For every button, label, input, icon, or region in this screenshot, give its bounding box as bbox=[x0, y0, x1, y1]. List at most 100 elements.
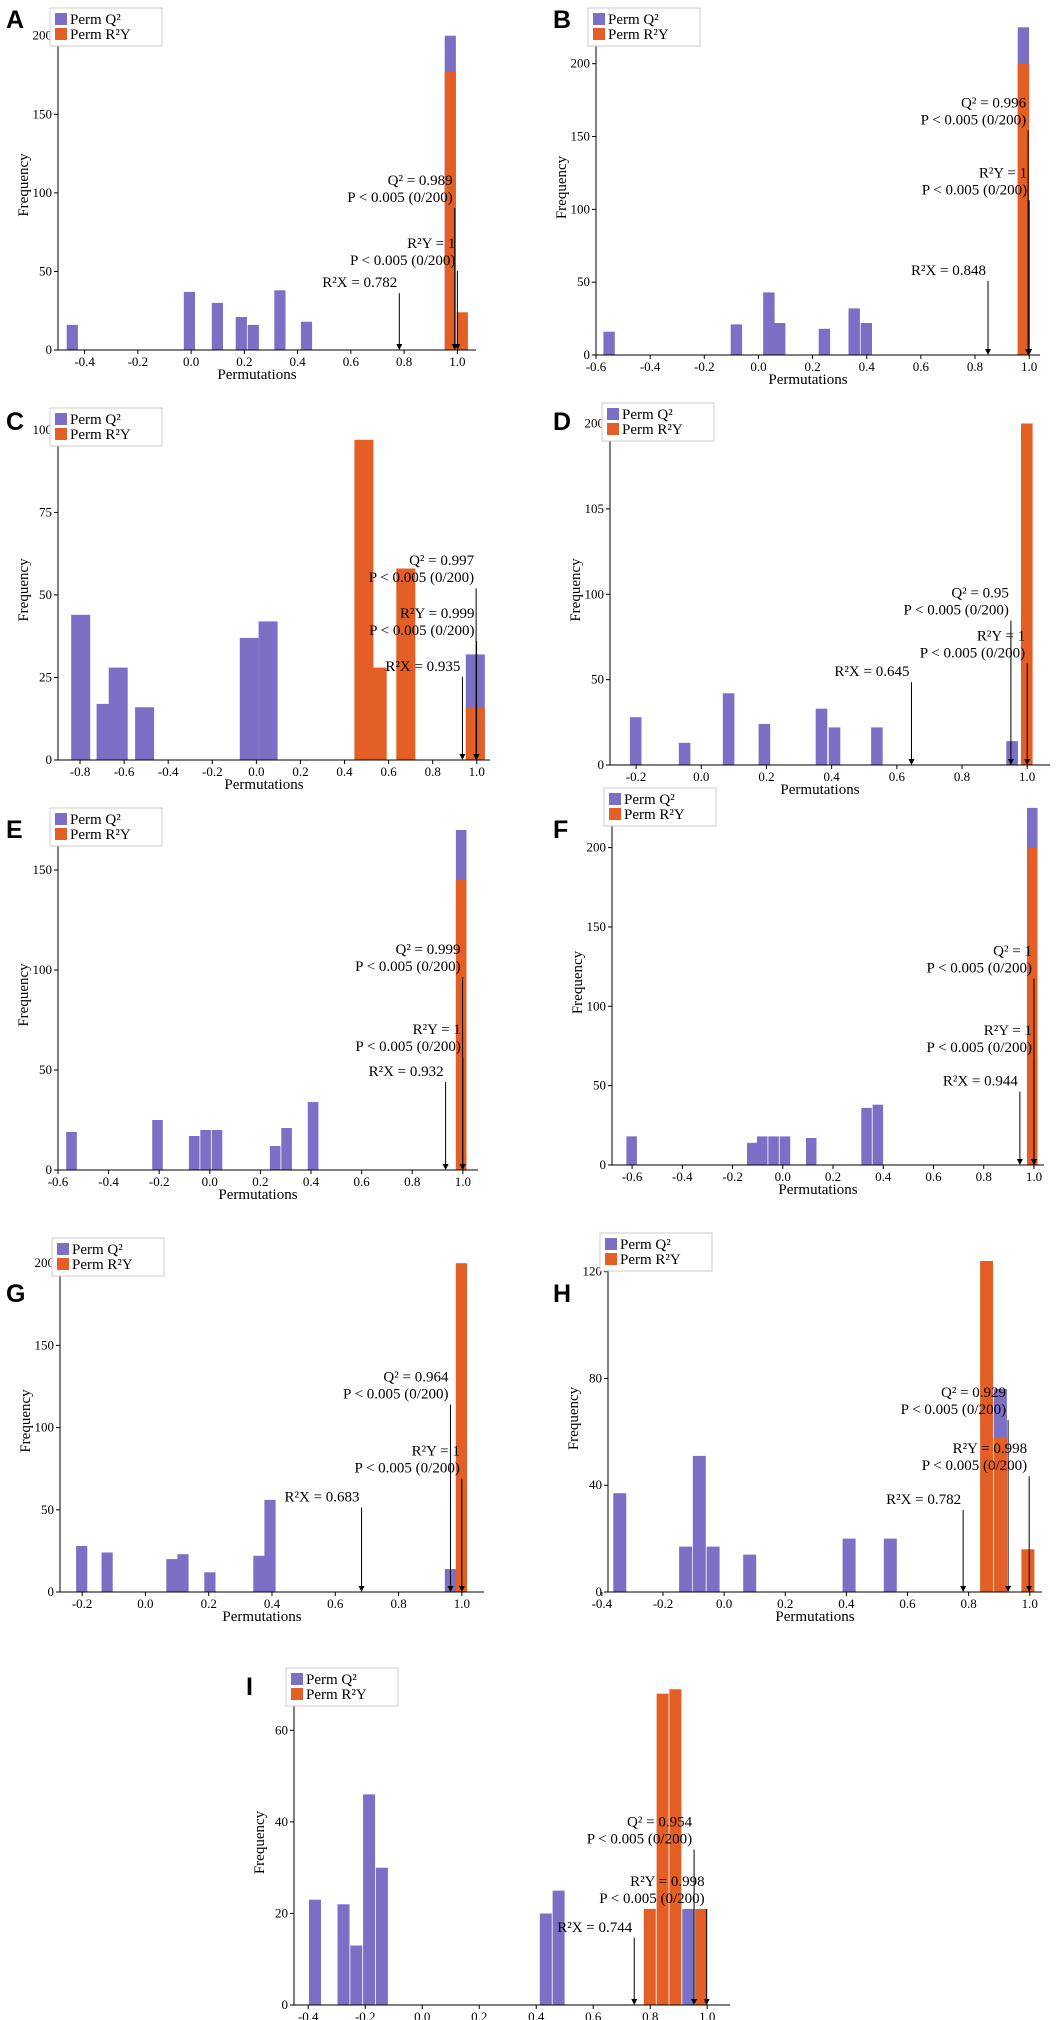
y-tick-label: 100 bbox=[587, 998, 607, 1013]
x-tick-label: 0.4 bbox=[859, 359, 876, 374]
panel-letter: G bbox=[6, 1280, 25, 1308]
series-perm-q2 bbox=[66, 830, 467, 1170]
histogram-bar bbox=[539, 1913, 552, 2005]
series-perm-q2 bbox=[613, 1389, 1007, 1592]
histogram-bar bbox=[763, 292, 775, 355]
legend-box bbox=[599, 1232, 713, 1272]
annotation-text: R²Y = 1 bbox=[412, 1444, 460, 1460]
histogram-bar bbox=[815, 708, 828, 765]
legend-label-q2: Perm Q² bbox=[70, 812, 121, 828]
histogram-bar bbox=[552, 1890, 565, 2005]
histogram-bar bbox=[309, 1899, 321, 2005]
annotation-text: R²Y = 0.998 bbox=[953, 1441, 1028, 1457]
panel-letter: B bbox=[553, 6, 571, 34]
y-tick-label: 50 bbox=[39, 587, 52, 602]
x-axis-title: Permutations bbox=[217, 367, 296, 383]
annotation-text: R²X = 0.744 bbox=[557, 1920, 633, 1936]
histogram-bar bbox=[281, 1128, 292, 1170]
legend-box bbox=[601, 402, 715, 442]
histogram-bar bbox=[71, 614, 91, 760]
legend-box bbox=[587, 7, 701, 47]
series-perm-r2y bbox=[643, 1689, 708, 2005]
histogram-bar bbox=[444, 71, 456, 351]
histogram-bar bbox=[860, 323, 872, 355]
histogram-bar bbox=[177, 1554, 189, 1592]
legend-label-r2y: Perm R²Y bbox=[620, 1252, 681, 1268]
annotation-text: P < 0.005 (0/200) bbox=[921, 112, 1026, 128]
annotation-arrow-head bbox=[1026, 349, 1033, 355]
x-tick-label: -0.2 bbox=[355, 2009, 376, 2020]
histogram-bar bbox=[258, 621, 278, 760]
annotation-text: R²X = 0.782 bbox=[322, 275, 397, 291]
annotation-arrow-head bbox=[691, 1999, 698, 2005]
legend-label-r2y: Perm R²Y bbox=[72, 1257, 133, 1273]
x-tick-label: 0.8 bbox=[961, 1596, 977, 1611]
y-tick-label: 120 bbox=[583, 1264, 603, 1279]
x-tick-label: -0.2 bbox=[128, 354, 149, 369]
legend-box bbox=[603, 787, 717, 827]
x-tick-label: 0.6 bbox=[353, 1174, 370, 1189]
x-tick-label: 1.0 bbox=[1022, 1596, 1038, 1611]
annotation-text: Q² = 0.996 bbox=[961, 95, 1027, 111]
y-tick-label: 200 bbox=[571, 56, 591, 71]
series-perm-q2 bbox=[626, 807, 1038, 1165]
legend-swatch-q2 bbox=[57, 1243, 69, 1255]
histogram-bar bbox=[613, 1493, 627, 1592]
histogram-bar bbox=[706, 1546, 720, 1592]
legend-label-q2: Perm Q² bbox=[70, 12, 121, 28]
panel-i: I-0.4-0.20.00.20.40.60.81.00204060Permut… bbox=[246, 1667, 730, 2020]
x-tick-label: 0.2 bbox=[252, 1174, 268, 1189]
annotation-text: P < 0.005 (0/200) bbox=[347, 190, 452, 206]
annotation-arrow-head bbox=[459, 754, 466, 760]
annotation: R²X = 0.944 bbox=[943, 1074, 1023, 1165]
x-tick-label: -0.4 bbox=[298, 2009, 319, 2020]
annotation-text: R²X = 0.782 bbox=[886, 1492, 961, 1508]
legend-swatch-q2 bbox=[55, 13, 67, 25]
histogram-bar bbox=[204, 1572, 216, 1592]
x-tick-label: -0.4 bbox=[158, 764, 179, 779]
histogram-bar bbox=[678, 742, 691, 765]
legend-label-q2: Perm Q² bbox=[622, 407, 673, 423]
x-tick-label: 0.6 bbox=[913, 359, 930, 374]
x-axis-title: Permutations bbox=[222, 1609, 301, 1625]
legend-box bbox=[49, 7, 163, 47]
panel-letter: D bbox=[553, 408, 571, 436]
annotation-arrow-head bbox=[703, 1999, 710, 2005]
histogram-bar bbox=[669, 1689, 682, 2005]
histogram-bar bbox=[806, 1138, 817, 1165]
y-tick-label: 200 bbox=[585, 416, 605, 431]
x-tick-label: 0.2 bbox=[471, 2009, 487, 2020]
legend-box bbox=[49, 807, 163, 847]
y-tick-label: 25 bbox=[39, 669, 52, 684]
annotation-arrow-head bbox=[960, 1586, 967, 1592]
legend-swatch-r2y bbox=[57, 1258, 69, 1270]
series-perm-r2y bbox=[1017, 63, 1030, 355]
histogram-bar bbox=[757, 1136, 768, 1165]
y-tick-label: 60 bbox=[275, 1722, 288, 1737]
y-tick-label: 0 bbox=[600, 1157, 607, 1172]
histogram-bar bbox=[300, 321, 313, 350]
y-tick-label: 100 bbox=[585, 586, 605, 601]
annotation-text: R²X = 0.932 bbox=[369, 1064, 444, 1080]
annotation: R²X = 0.848 bbox=[911, 263, 992, 355]
x-tick-label: 0.6 bbox=[899, 1596, 916, 1611]
x-tick-label: 0.0 bbox=[202, 1174, 218, 1189]
histogram-bar bbox=[239, 637, 259, 760]
panel-a: A-0.4 -0.2 0.0 0.2 0.4 0.6 0.8 1.0050100150200P… bbox=[6, 6, 476, 383]
x-tick-label: 0.2 bbox=[292, 764, 308, 779]
histogram-bar bbox=[656, 1693, 669, 2005]
histogram-bar bbox=[842, 1538, 856, 1592]
histogram-bar bbox=[307, 1102, 319, 1170]
panel-c: C -0.8 -0.6 -0.4 -0.2 0.0 0.2 0.4 0.6 0.8 1.0 0 25 50… bbox=[6, 407, 490, 793]
panel-letter: H bbox=[553, 1280, 571, 1308]
annotation-arrow-head bbox=[908, 759, 915, 765]
annotation-text: P < 0.005 (0/200) bbox=[927, 961, 1032, 977]
legend-label-r2y: Perm R²Y bbox=[306, 1687, 367, 1703]
annotation-text: P < 0.005 (0/200) bbox=[587, 1831, 692, 1847]
x-tick-label: 0.6 bbox=[343, 354, 360, 369]
histogram-bar bbox=[455, 1263, 467, 1592]
x-tick-label: -0.2 bbox=[149, 1174, 170, 1189]
x-tick-label: -0.8 bbox=[70, 764, 91, 779]
